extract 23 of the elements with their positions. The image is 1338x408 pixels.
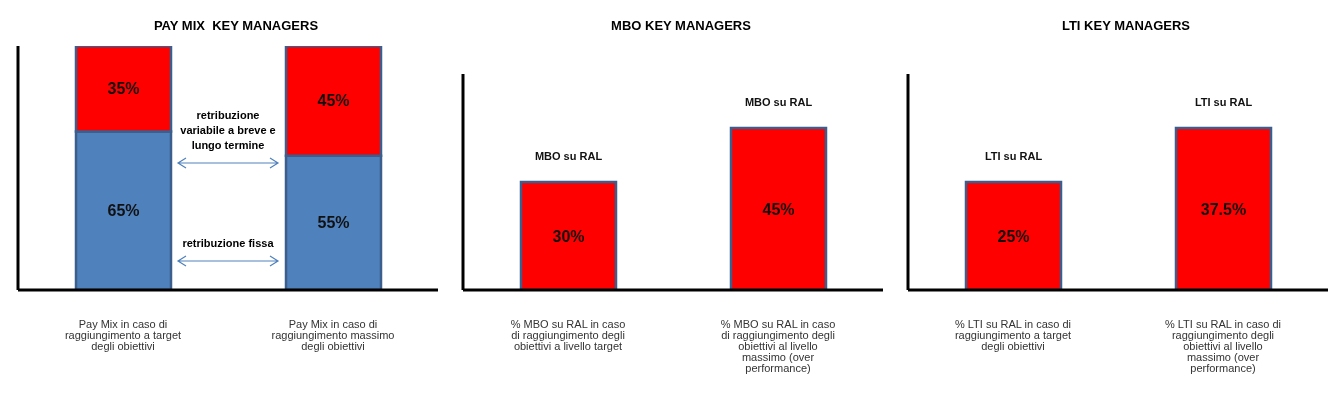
chart-title: MBO KEY MANAGERS <box>610 18 752 33</box>
data-label: 45% <box>762 200 795 218</box>
x-tick-label: Pay Mix in caso di raggiungimento massimo degli obiettivi <box>271 317 395 352</box>
annotation: retribuzione variabile a breve e lungo termine <box>179 108 277 153</box>
data-label: 55% <box>317 214 350 232</box>
data-label: 35% <box>107 80 140 98</box>
x-tick-label: Pay Mix in caso di raggiungimento a target degli obiettivi <box>64 317 182 352</box>
data-label: 30% <box>552 227 585 245</box>
data-label: 45% <box>317 92 350 110</box>
annotation: MBO su RAL <box>534 150 603 162</box>
x-tick-label: % MBO su RAL in caso di raggiungimento degli obiettivi al livello massimo (over performance) <box>720 317 836 374</box>
x-tick-label: % MBO su RAL in caso di raggiungimento degli obiettivi a livello target <box>510 317 626 352</box>
data-label: 37.5% <box>1200 200 1247 218</box>
annotation: MBO su RAL <box>744 96 813 108</box>
annotation: LTI su RAL <box>984 150 1043 162</box>
chart-title: LTI KEY MANAGERS <box>1060 18 1192 33</box>
annotation: LTI su RAL <box>1194 96 1253 108</box>
chart-title: PAY MIX KEY MANAGERS <box>152 18 320 33</box>
data-label: 65% <box>107 202 140 220</box>
annotation: retribuzione fissa <box>181 236 275 251</box>
x-tick-label: % LTI su RAL in caso di raggiungimento a target degli obiettivi <box>954 317 1072 352</box>
data-label: 25% <box>997 227 1030 245</box>
x-tick-label: % LTI su RAL in caso di raggiungimento degli obiettivi al livello massimo (over performance) <box>1164 317 1282 374</box>
